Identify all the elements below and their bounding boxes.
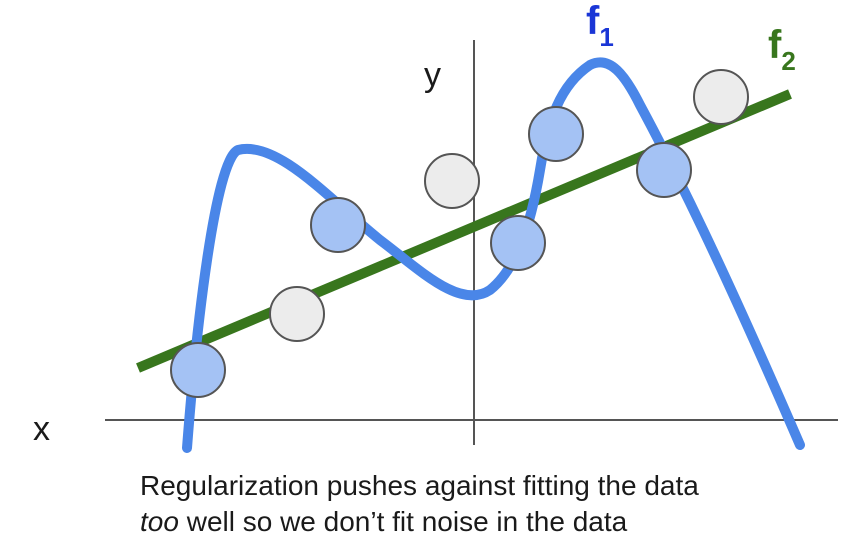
caption-line-2-rest: well so we don’t fit noise in the data bbox=[179, 506, 627, 537]
x-axis-label: x bbox=[33, 410, 50, 448]
f2-label-subscript: 2 bbox=[781, 46, 795, 76]
data-point-fit bbox=[529, 107, 583, 161]
f2-label: f2 bbox=[768, 23, 796, 76]
f2-line bbox=[138, 94, 790, 368]
data-point-fit bbox=[311, 198, 365, 252]
caption-line-2: too well so we don’t fit noise in the da… bbox=[140, 504, 840, 540]
data-point-noise bbox=[270, 287, 324, 341]
data-point-fit bbox=[491, 216, 545, 270]
f1-label: f1 bbox=[586, 0, 614, 52]
caption: Regularization pushes against fitting th… bbox=[140, 468, 840, 540]
f1-label-subscript: 1 bbox=[599, 22, 613, 52]
caption-emphasis: too bbox=[140, 506, 179, 537]
y-axis-label: y bbox=[424, 56, 441, 94]
data-point-noise bbox=[694, 70, 748, 124]
f2-label-letter: f bbox=[768, 23, 782, 67]
data-point-fit bbox=[637, 143, 691, 197]
f1-label-letter: f bbox=[586, 0, 600, 43]
caption-line-1: Regularization pushes against fitting th… bbox=[140, 468, 840, 504]
data-point-noise bbox=[425, 154, 479, 208]
data-point-fit bbox=[171, 343, 225, 397]
